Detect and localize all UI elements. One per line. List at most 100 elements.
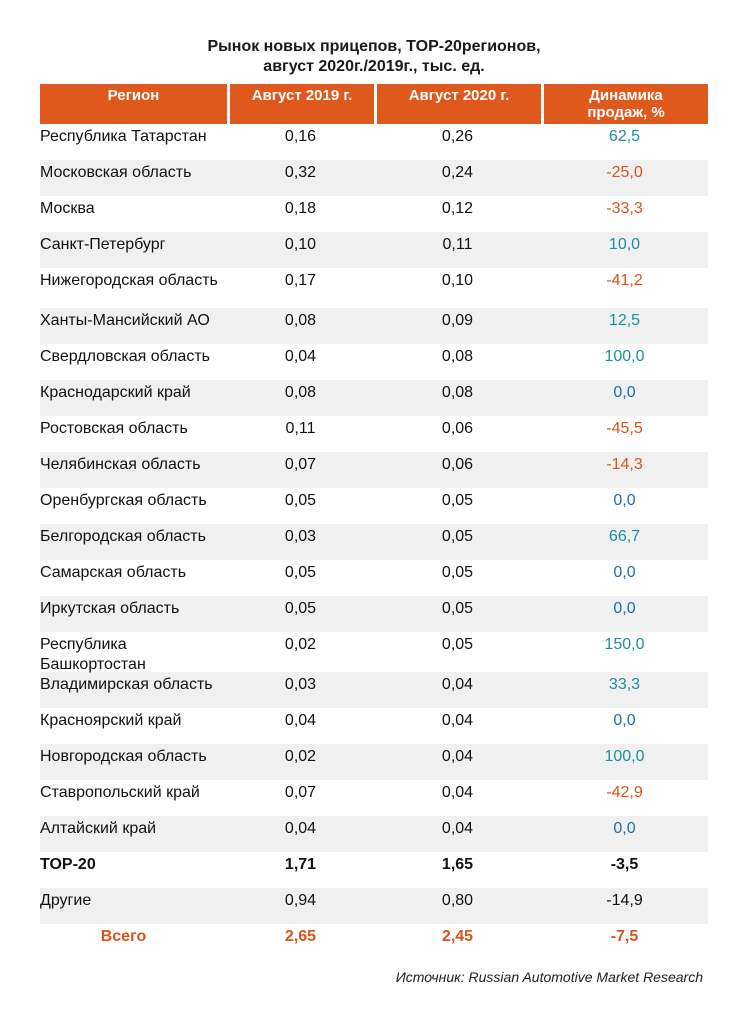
value-2019-cell: 0,17 bbox=[284, 272, 317, 289]
value-2019-cell: 0,05 bbox=[284, 564, 317, 581]
value-2019-cell: 0,03 bbox=[284, 528, 317, 545]
region-cell: Нижегородская область bbox=[40, 272, 218, 289]
table-row: Иркутская область 0,05 0,05 0,0 bbox=[40, 596, 708, 632]
table-row: Московская область 0,32 0,24 -25,0 bbox=[40, 160, 708, 196]
region-cell: Красноярский край bbox=[40, 712, 182, 729]
value-2019-cell: 0,05 bbox=[284, 600, 317, 617]
header-sales-dynamics: Динамика продаж, % bbox=[541, 84, 708, 124]
table-row: Ставропольский край 0,07 0,04 -42,9 bbox=[40, 780, 708, 816]
others-change: -14,9 bbox=[606, 892, 643, 909]
region-cell: Белгородская область bbox=[40, 528, 206, 545]
value-2020-cell: 0,04 bbox=[441, 784, 474, 801]
table-title: Рынок новых прицепов, TOP-20регионов, ав… bbox=[0, 37, 748, 77]
value-2020-cell: 0,06 bbox=[441, 456, 474, 473]
value-2019-cell: 0,11 bbox=[285, 420, 316, 437]
table-row: Челябинская область 0,07 0,06 -14,3 bbox=[40, 452, 708, 488]
table-row: Республика Татарстан 0,16 0,26 62,5 bbox=[40, 124, 708, 160]
region-cell: Ставропольский край bbox=[40, 784, 200, 801]
region-cell: Оренбургская область bbox=[40, 492, 207, 509]
change-cell: 0,0 bbox=[613, 820, 636, 837]
region-cell: Ханты-Мансийский АО bbox=[40, 312, 210, 329]
region-cell: Иркутская область bbox=[40, 600, 180, 617]
value-2019-cell: 0,32 bbox=[284, 164, 317, 181]
value-2020-cell: 0,26 bbox=[441, 128, 474, 145]
table-row: Республика Башкортостан 0,02 0,05 150,0 bbox=[40, 632, 708, 673]
region-cell: Республика Татарстан bbox=[40, 128, 207, 145]
value-2019-cell: 0,16 bbox=[284, 128, 317, 145]
value-2020-cell: 0,08 bbox=[441, 348, 474, 365]
value-2019-cell: 0,08 bbox=[284, 312, 317, 329]
header-region: Регион bbox=[40, 84, 227, 124]
table-row: Краснодарский край 0,08 0,08 0,0 bbox=[40, 380, 708, 416]
change-cell: 12,5 bbox=[608, 312, 641, 329]
top20-2019: 1,71 bbox=[284, 856, 317, 873]
region-cell: Новгородская область bbox=[40, 748, 207, 765]
value-2019-cell: 0,02 bbox=[284, 748, 317, 765]
table-row: Красноярский край 0,04 0,04 0,0 bbox=[40, 708, 708, 744]
change-cell: 0,0 bbox=[613, 384, 636, 401]
region-cell: Челябинская область bbox=[40, 456, 201, 473]
value-2020-cell: 0,11 bbox=[442, 236, 473, 253]
total-label: Всего bbox=[100, 928, 147, 945]
value-2020-cell: 0,10 bbox=[441, 272, 474, 289]
table-row: Москва 0,18 0,12 -33,3 bbox=[40, 196, 708, 232]
table-header: Регион Август 2019 г. Август 2020 г. Дин… bbox=[40, 84, 708, 124]
change-cell: 0,0 bbox=[613, 564, 636, 581]
top20-label: TOP-20 bbox=[40, 856, 96, 873]
value-2020-cell: 0,05 bbox=[441, 600, 474, 617]
value-2019-cell: 0,05 bbox=[284, 492, 317, 509]
table-body: Республика Татарстан 0,16 0,26 62,5 Московск… bbox=[40, 124, 708, 852]
table-row: Ростовская область 0,11 0,06 -45,5 bbox=[40, 416, 708, 452]
change-cell: 62,5 bbox=[608, 128, 641, 145]
change-cell: 33,3 bbox=[608, 676, 641, 693]
change-cell: 66,7 bbox=[608, 528, 641, 545]
total-2019: 2,65 bbox=[284, 928, 317, 945]
top20-2020: 1,65 bbox=[441, 856, 474, 873]
others-label: Другие bbox=[40, 892, 92, 909]
value-2019-cell: 0,07 bbox=[284, 784, 317, 801]
change-cell: 10,0 bbox=[608, 236, 641, 253]
table-row: Алтайский край 0,04 0,04 0,0 bbox=[40, 816, 708, 852]
value-2019-cell: 0,03 bbox=[284, 676, 317, 693]
value-2019-cell: 0,10 bbox=[284, 236, 317, 253]
region-cell: Самарская область bbox=[40, 564, 187, 581]
others-2020: 0,80 bbox=[441, 892, 474, 909]
change-cell: 0,0 bbox=[613, 492, 636, 509]
region-cell: Республика Башкортостан bbox=[40, 636, 146, 673]
table-row: Белгородская область 0,03 0,05 66,7 bbox=[40, 524, 708, 560]
regions-table: Регион Август 2019 г. Август 2020 г. Дин… bbox=[40, 84, 708, 960]
total-row: Всего 2,65 2,45 -7,5 bbox=[40, 924, 708, 960]
table-row: Оренбургская область 0,05 0,05 0,0 bbox=[40, 488, 708, 524]
region-cell: Свердловская область bbox=[40, 348, 210, 365]
table-row: Свердловская область 0,04 0,08 100,0 bbox=[40, 344, 708, 380]
region-cell: Владимирская область bbox=[40, 676, 213, 693]
change-cell: 0,0 bbox=[613, 600, 636, 617]
top20-change: -3,5 bbox=[610, 856, 639, 873]
value-2020-cell: 0,04 bbox=[441, 748, 474, 765]
table-row: Самарская область 0,05 0,05 0,0 bbox=[40, 560, 708, 596]
change-cell: -33,3 bbox=[606, 200, 643, 217]
change-cell: 100,0 bbox=[604, 748, 645, 765]
value-2020-cell: 0,04 bbox=[441, 820, 474, 837]
change-cell: -25,0 bbox=[606, 164, 643, 181]
value-2020-cell: 0,24 bbox=[441, 164, 474, 181]
table-row: Ханты-Мансийский АО 0,08 0,09 12,5 bbox=[40, 308, 708, 344]
value-2020-cell: 0,05 bbox=[441, 636, 474, 653]
value-2019-cell: 0,02 bbox=[284, 636, 317, 653]
change-cell: -45,5 bbox=[606, 420, 643, 437]
title-line-1: Рынок новых прицепов, TOP-20регионов, bbox=[207, 38, 541, 55]
change-cell: 100,0 bbox=[604, 348, 645, 365]
value-2019-cell: 0,07 bbox=[284, 456, 317, 473]
table-row: Новгородская область 0,02 0,04 100,0 bbox=[40, 744, 708, 780]
change-cell: 150,0 bbox=[604, 636, 645, 653]
value-2019-cell: 0,04 bbox=[284, 712, 317, 729]
value-2020-cell: 0,09 bbox=[441, 312, 474, 329]
header-august-2020: Август 2020 г. bbox=[374, 84, 541, 124]
table-row: Нижегородская область 0,17 0,10 -41,2 bbox=[40, 268, 708, 308]
value-2020-cell: 0,12 bbox=[441, 200, 474, 217]
value-2020-cell: 0,08 bbox=[441, 384, 474, 401]
top20-row: TOP-20 1,71 1,65 -3,5 bbox=[40, 852, 708, 888]
source-note: Источник: Russian Automotive Market Rese… bbox=[395, 969, 703, 985]
total-change: -7,5 bbox=[610, 928, 639, 945]
value-2020-cell: 0,06 bbox=[441, 420, 474, 437]
